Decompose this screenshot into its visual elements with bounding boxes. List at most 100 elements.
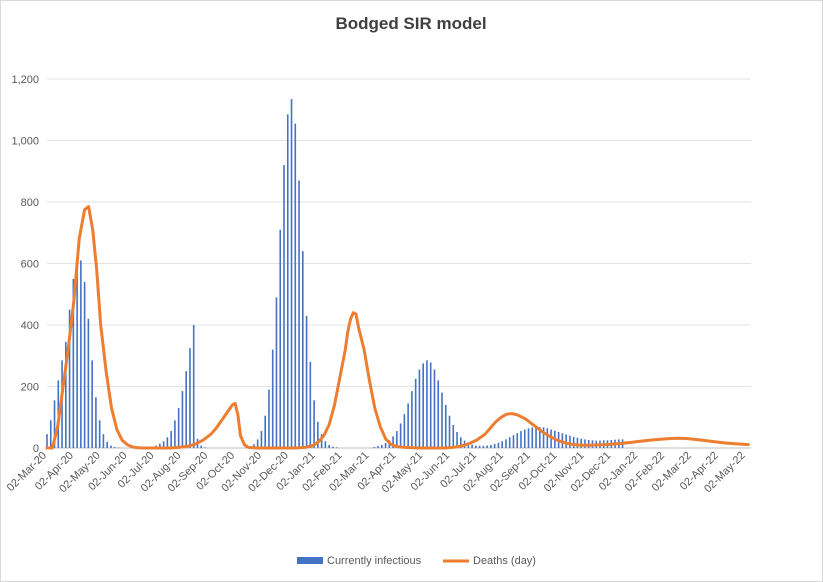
bar xyxy=(98,420,101,448)
bar xyxy=(49,420,52,448)
bar xyxy=(456,432,458,448)
bar xyxy=(302,251,304,448)
bar xyxy=(399,423,402,448)
bar xyxy=(516,433,519,448)
bar xyxy=(422,363,424,448)
legend-swatch-infectious xyxy=(297,557,323,564)
bar xyxy=(527,428,530,448)
bar xyxy=(392,436,394,448)
bar xyxy=(580,438,582,448)
bar xyxy=(192,325,195,448)
bar xyxy=(572,436,575,448)
bar xyxy=(501,441,503,448)
bar xyxy=(546,428,549,448)
bar xyxy=(471,444,473,448)
bar xyxy=(83,281,86,448)
bar xyxy=(429,362,432,448)
legend: Currently infectious Deaths (day) xyxy=(297,555,536,567)
bar xyxy=(253,444,255,448)
bar xyxy=(539,427,541,448)
bar xyxy=(467,443,470,448)
y-tick-label: 400 xyxy=(21,320,39,332)
bar xyxy=(177,408,180,448)
bar xyxy=(328,444,330,448)
bar xyxy=(475,445,477,448)
bar xyxy=(294,123,297,449)
bar xyxy=(523,429,526,448)
bar xyxy=(384,443,387,448)
bar xyxy=(407,403,409,448)
y-tick-label: 0 xyxy=(33,443,39,455)
bar xyxy=(508,437,511,448)
bar xyxy=(497,442,500,448)
bar xyxy=(279,229,282,448)
bar xyxy=(437,380,440,448)
bar xyxy=(204,447,206,448)
y-tick-label: 600 xyxy=(21,259,39,271)
bar xyxy=(381,444,383,448)
bar xyxy=(283,165,285,448)
bar xyxy=(159,443,161,448)
bar xyxy=(102,434,105,448)
bar xyxy=(448,415,451,448)
y-tick-label: 800 xyxy=(21,197,39,209)
bar xyxy=(324,441,327,448)
bar xyxy=(550,429,552,448)
bar xyxy=(478,445,481,448)
bar xyxy=(490,444,492,448)
y-tick-label: 200 xyxy=(21,382,39,394)
bar xyxy=(174,420,176,448)
bar xyxy=(373,447,376,448)
bar xyxy=(535,427,537,448)
bar xyxy=(185,371,187,448)
bar xyxy=(256,439,259,448)
bar xyxy=(46,434,48,448)
bar-series xyxy=(46,98,624,449)
bar xyxy=(309,361,312,448)
bar xyxy=(53,400,56,448)
bar xyxy=(65,341,67,448)
bar xyxy=(170,431,172,448)
bar xyxy=(268,389,270,448)
bar xyxy=(80,260,82,448)
bar xyxy=(87,318,90,448)
bar xyxy=(569,435,571,448)
bar xyxy=(110,445,112,448)
bar xyxy=(414,378,417,448)
bar xyxy=(113,447,116,448)
bar xyxy=(493,444,496,448)
bar xyxy=(426,360,428,448)
bar xyxy=(542,427,545,448)
bar xyxy=(181,391,184,448)
bar xyxy=(260,431,263,448)
bar xyxy=(411,391,413,448)
bar xyxy=(396,431,398,448)
bar xyxy=(166,437,169,448)
deaths-line xyxy=(45,205,750,450)
bar xyxy=(486,445,488,448)
bar xyxy=(106,441,108,448)
bar xyxy=(76,258,78,448)
bar xyxy=(68,309,71,448)
bar xyxy=(286,114,289,449)
bar xyxy=(335,447,338,448)
bar xyxy=(91,360,93,448)
x-axis-labels: 02-Mar-2002-Apr-2002-May-2002-Jun-2002-J… xyxy=(5,450,748,496)
bar xyxy=(418,369,421,448)
bar xyxy=(584,439,586,448)
bar xyxy=(531,427,534,448)
bar xyxy=(275,297,278,448)
bar xyxy=(452,424,455,448)
y-tick-label: 1,200 xyxy=(11,74,39,86)
bar xyxy=(298,180,300,448)
bar xyxy=(505,439,507,448)
bar xyxy=(264,415,266,448)
bar xyxy=(72,278,75,448)
legend-label-infectious: Currently infectious xyxy=(327,555,422,567)
bar xyxy=(271,349,274,448)
legend-label-deaths: Deaths (day) xyxy=(473,555,536,567)
bar xyxy=(576,437,579,448)
bar xyxy=(305,315,308,448)
